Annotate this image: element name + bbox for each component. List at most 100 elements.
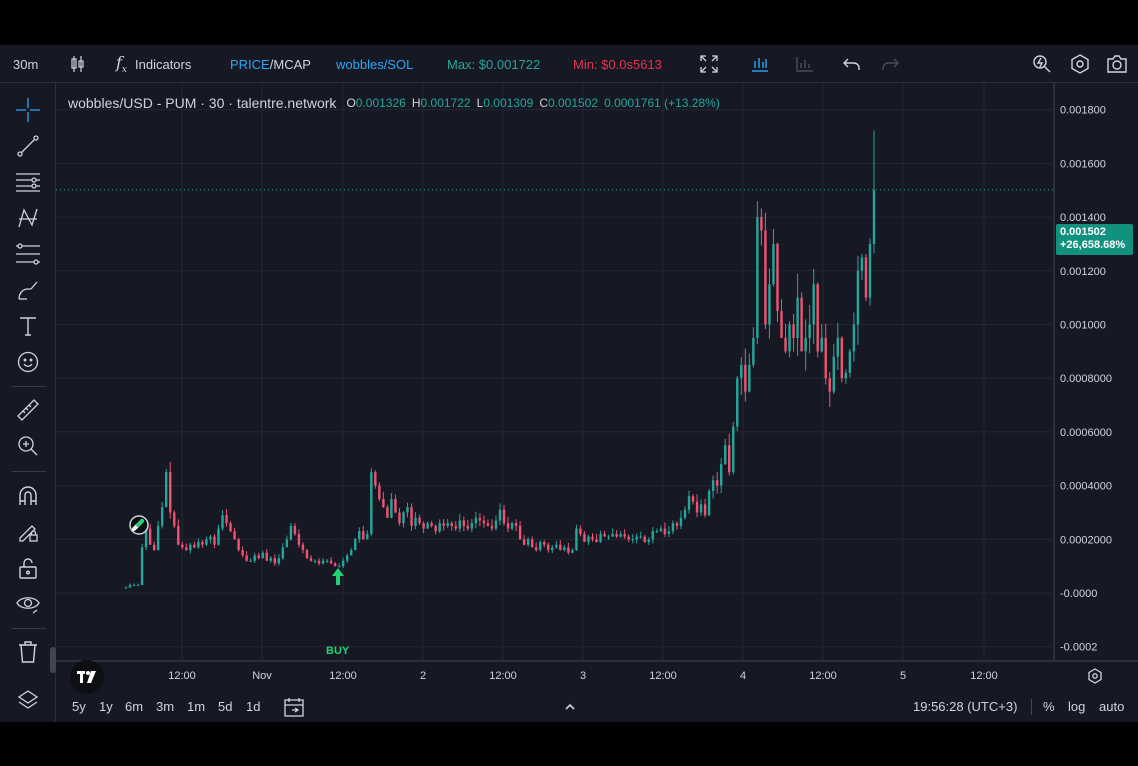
candle: [611, 528, 614, 537]
compare-icon[interactable]: [796, 45, 814, 83]
settings-icon[interactable]: [1070, 45, 1090, 83]
range-1d[interactable]: 1d: [246, 699, 261, 714]
x-tick-label: 12:00: [809, 670, 837, 682]
candle: [695, 494, 699, 518]
alert-search-icon[interactable]: [1032, 45, 1052, 83]
chart-type-icon[interactable]: [751, 45, 769, 83]
fullscreen-icon[interactable]: [700, 45, 718, 83]
eye-icon[interactable]: [14, 590, 42, 618]
candle: [140, 543, 144, 586]
log-toggle[interactable]: log: [1068, 699, 1086, 714]
candle: [152, 541, 156, 551]
candle: [514, 519, 518, 532]
candle: [539, 540, 542, 552]
candle: [772, 228, 775, 287]
candle: [679, 510, 683, 530]
crosshair-icon[interactable]: [14, 96, 42, 124]
candle: [719, 458, 723, 494]
candle: [760, 208, 763, 246]
candle: [687, 490, 691, 514]
redo-icon[interactable]: [881, 45, 899, 83]
candles-icon[interactable]: [70, 45, 86, 83]
range-5d[interactable]: 5d: [218, 699, 233, 714]
candle: [663, 522, 667, 537]
axis-settings-icon[interactable]: [1088, 668, 1102, 684]
text-icon[interactable]: [14, 312, 42, 340]
clock-readout[interactable]: 19:56:28 (UTC+3): [913, 699, 1018, 714]
indicators-button[interactable]: fx Indicators: [116, 52, 192, 76]
last-price: 0.001502: [1060, 226, 1106, 238]
range-5y[interactable]: 5y: [72, 699, 86, 714]
buy-arrow-icon[interactable]: [332, 568, 344, 585]
interval-button[interactable]: 30m: [13, 56, 39, 72]
candle: [872, 185, 876, 254]
candle: [748, 353, 751, 393]
candle: [627, 534, 630, 542]
range-1m[interactable]: 1m: [187, 699, 206, 714]
candle: [828, 371, 831, 407]
range-3m[interactable]: 3m: [156, 699, 175, 714]
fx-icon: fx: [116, 52, 127, 76]
trash-icon[interactable]: [14, 638, 42, 666]
y-tick-label: 0.0006000: [1060, 427, 1112, 439]
tradingview-logo[interactable]: [70, 660, 104, 694]
candle: [257, 552, 260, 560]
sidebar-scrollbar[interactable]: [50, 647, 56, 673]
candle: [647, 537, 651, 545]
range-1y[interactable]: 1y: [99, 699, 113, 714]
candle: [667, 525, 671, 538]
top-toolbar: 30m fx Indicators PRICE / MCAP wobbles/SOL…: [0, 45, 1138, 83]
undo-icon[interactable]: [843, 45, 861, 83]
fib-icon[interactable]: [14, 240, 42, 268]
last-price-change: +26,658.68%: [1060, 239, 1126, 251]
range-6m[interactable]: 6m: [125, 699, 144, 714]
calendar-icon[interactable]: [284, 691, 304, 722]
pair-button[interactable]: wobbles/SOL: [336, 56, 414, 72]
candle: [249, 558, 252, 563]
pattern-icon[interactable]: [14, 204, 42, 232]
candle: [289, 522, 293, 541]
chart-legend: wobbles/USD - PUM · 30 · talentre.networ…: [68, 95, 720, 111]
candle: [860, 253, 864, 280]
symbol-title: wobbles/USD - PUM · 30 · talentre.networ…: [68, 95, 337, 111]
price-chart[interactable]: 0.001800 0.001600 0.001400 0.001200 0.001000…: [56, 83, 1138, 722]
candle: [358, 527, 361, 543]
candle: [510, 521, 514, 531]
ruler-icon[interactable]: [14, 396, 42, 424]
emoji-icon[interactable]: [14, 348, 42, 376]
candle: [599, 530, 602, 543]
camera-icon[interactable]: [1106, 45, 1128, 83]
magnet-icon[interactable]: [14, 482, 42, 510]
candle: [438, 519, 441, 534]
x-tick-label: Nov: [252, 670, 272, 682]
trend-line-icon[interactable]: [14, 132, 42, 160]
brush-icon[interactable]: [14, 276, 42, 304]
horizontal-lines-icon[interactable]: [14, 168, 42, 196]
layers-icon[interactable]: [14, 686, 42, 714]
collapse-chevron-icon[interactable]: [564, 691, 576, 722]
candle: [241, 546, 244, 558]
candle: [410, 503, 413, 531]
candle: [390, 492, 393, 519]
token-pill-icon[interactable]: [129, 515, 149, 535]
candle: [840, 336, 844, 383]
candle: [534, 542, 538, 552]
candle: [864, 253, 868, 302]
candle: [193, 541, 196, 549]
candle: [386, 504, 389, 518]
lock-drawing-icon[interactable]: [14, 518, 42, 546]
candle: [530, 536, 534, 548]
zoom-in-icon[interactable]: [14, 432, 42, 460]
candle: [832, 344, 835, 394]
candle: [160, 501, 164, 529]
candle: [265, 548, 268, 562]
candle: [784, 323, 787, 354]
candle: [197, 538, 200, 549]
price-mcap-toggle[interactable]: PRICE / MCAP: [230, 56, 311, 72]
unlock-icon[interactable]: [14, 554, 42, 582]
percent-toggle[interactable]: %: [1043, 699, 1055, 714]
sidebar-divider: [12, 386, 46, 387]
auto-toggle[interactable]: auto: [1099, 699, 1125, 714]
y-tick-label: 0.001200: [1060, 266, 1106, 278]
candle: [812, 268, 815, 345]
